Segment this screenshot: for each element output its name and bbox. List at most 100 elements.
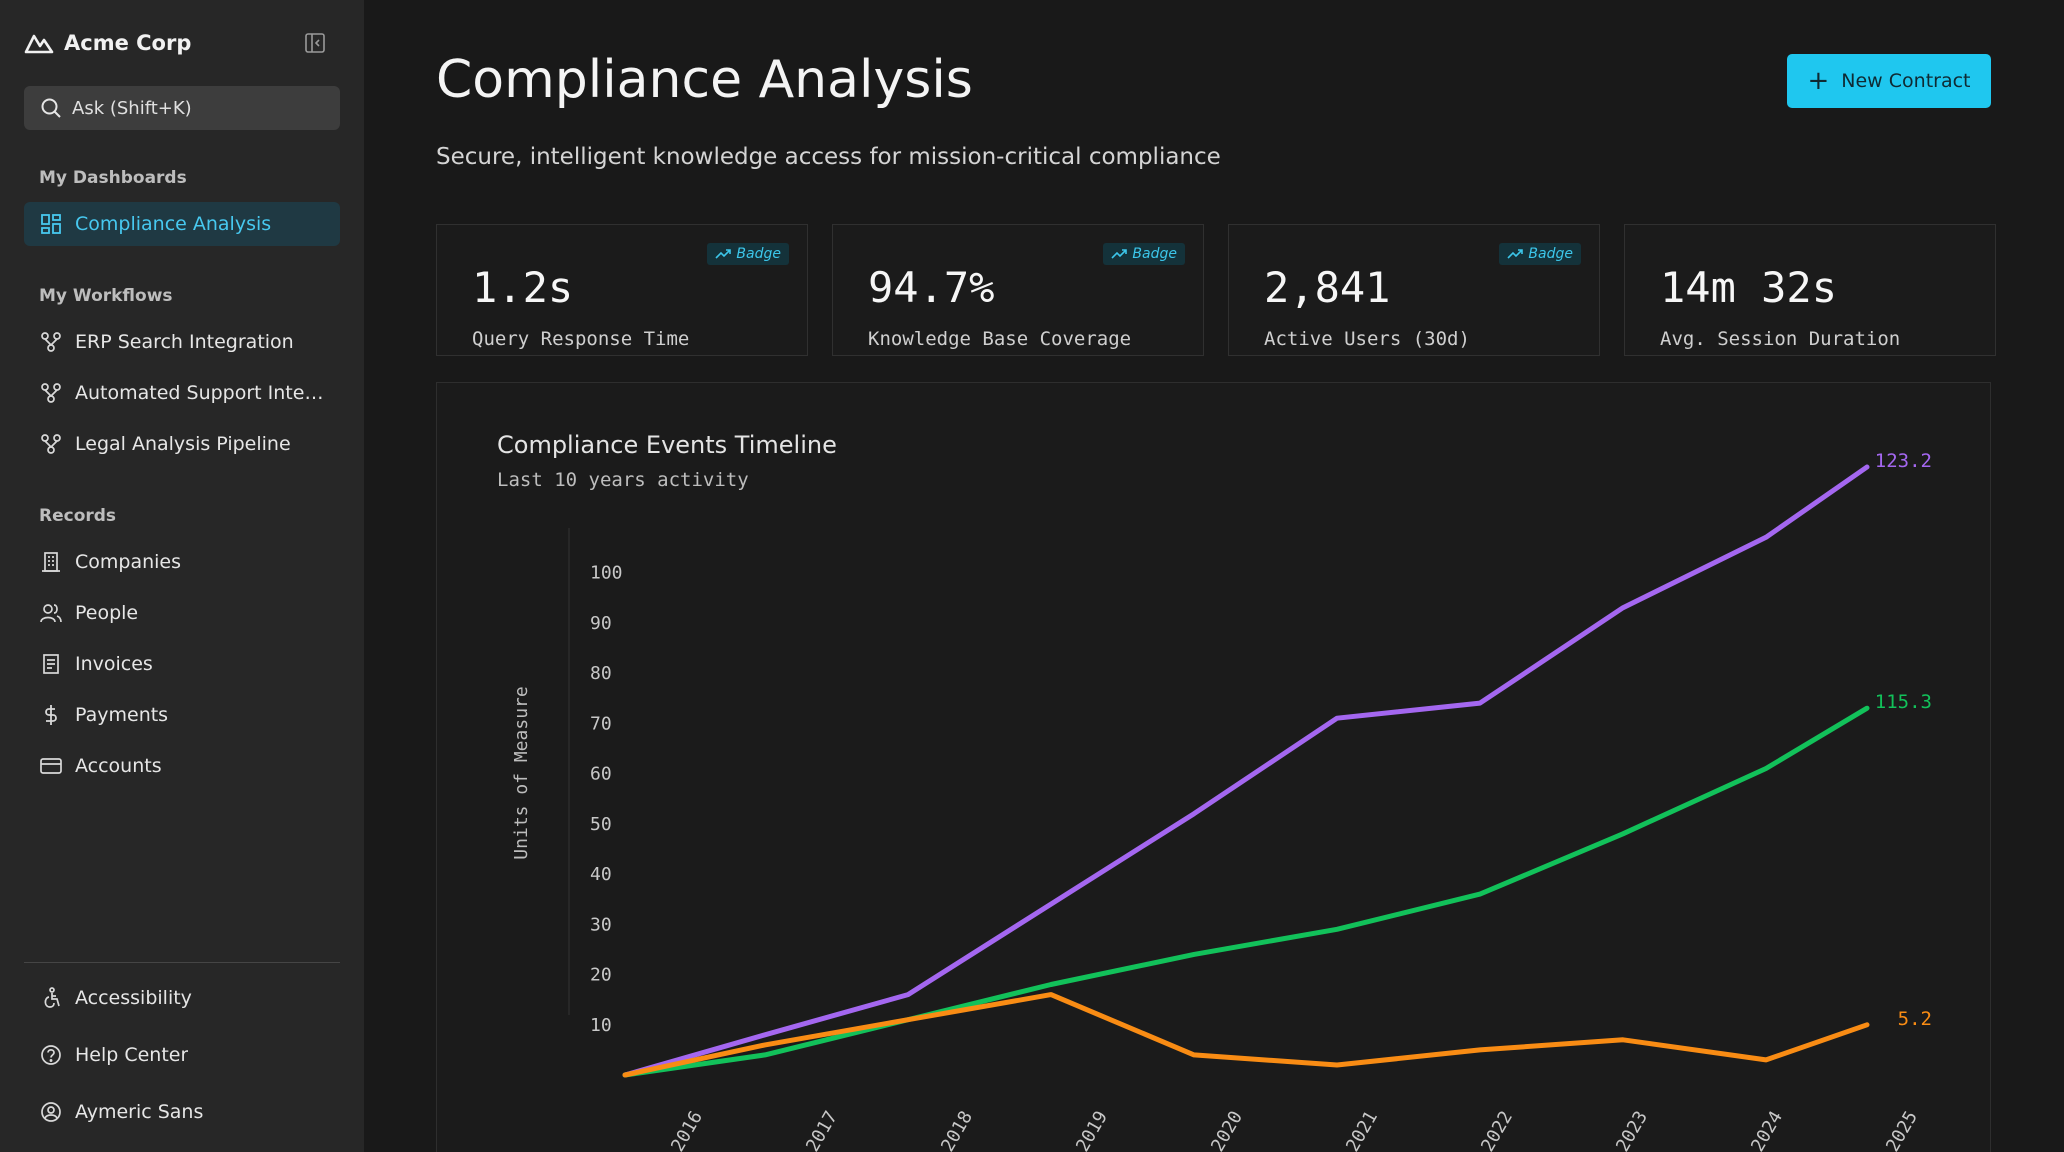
stat-value: 14m 32s [1660, 263, 1838, 312]
y-tick-label: 40 [590, 864, 612, 885]
sidebar-item-label: Accessibility [75, 987, 192, 1009]
x-tick-label: 2019 [1072, 1107, 1112, 1152]
workflow-icon [39, 381, 63, 405]
y-tick-label: 50 [590, 814, 612, 835]
series-end-label: 115.3 [1875, 691, 1932, 713]
series-line-3 [622, 992, 1870, 1078]
sidebar-item-people[interactable]: People [24, 591, 340, 635]
sidebar-item-legal-analysis[interactable]: Legal Analysis Pipeline [24, 422, 340, 466]
stat-card-query-response: Badge 1.2s Query Response Time [436, 224, 808, 356]
search-icon [41, 98, 61, 118]
stat-value: 2,841 [1264, 263, 1391, 312]
series-end-label: 123.2 [1875, 450, 1932, 472]
sidebar-item-label: Accounts [75, 755, 162, 777]
sidebar-item-label: Automated Support Integra... [75, 382, 325, 404]
stat-label: Knowledge Base Coverage [868, 328, 1132, 350]
sidebar-item-label: Compliance Analysis [75, 213, 272, 235]
page-subtitle: Secure, intelligent knowledge access for… [436, 144, 1221, 170]
sidebar-item-companies[interactable]: Companies [24, 540, 340, 584]
search-placeholder: Ask (Shift+K) [72, 97, 192, 119]
sidebar-item-payments[interactable]: Payments [24, 693, 340, 737]
dollar-icon [39, 703, 63, 727]
series-line-2 [622, 705, 1870, 1078]
logo-icon [24, 34, 54, 54]
y-tick-label: 100 [590, 563, 623, 584]
page-title: Compliance Analysis [436, 50, 973, 110]
trending-up-icon [715, 249, 732, 259]
sidebar-item-user-profile[interactable]: Aymeric Sans [24, 1087, 340, 1137]
workflow-icon [39, 432, 63, 456]
stat-card-kb-coverage: Badge 94.7% Knowledge Base Coverage [832, 224, 1204, 356]
y-axis-label: Units of Measure [511, 686, 532, 859]
trend-badge: Badge [1499, 243, 1581, 265]
sidebar-item-compliance-analysis[interactable]: Compliance Analysis [24, 202, 340, 246]
y-tick-label: 10 [590, 1015, 612, 1036]
x-tick-label: 2017 [802, 1107, 842, 1152]
stat-card-active-users: Badge 2,841 Active Users (30d) [1228, 224, 1600, 356]
sidebar-item-erp-search[interactable]: ERP Search Integration [24, 320, 340, 364]
brand-name: Acme Corp [64, 31, 192, 55]
x-tick-label: 2016 [667, 1107, 707, 1152]
sidebar-item-label: People [75, 602, 139, 624]
x-tick-label: 2022 [1477, 1107, 1517, 1152]
card-icon [39, 754, 63, 778]
sidebar-item-label: Legal Analysis Pipeline [75, 433, 291, 455]
x-tick-label: 2025 [1882, 1107, 1922, 1152]
stats-row: Badge 1.2s Query Response Time Badge 94.… [436, 224, 1996, 356]
user-icon [39, 1100, 63, 1124]
sidebar-item-label: Aymeric Sans [75, 1101, 204, 1123]
y-tick-label: 80 [590, 663, 612, 684]
badge-label: Badge [1132, 246, 1177, 262]
stat-label: Query Response Time [472, 328, 690, 350]
building-icon [39, 550, 63, 574]
chart-card: Compliance Events Timeline Last 10 years… [436, 382, 1991, 1152]
trending-up-icon [1507, 249, 1524, 259]
help-icon [39, 1043, 63, 1067]
sidebar-item-help-center[interactable]: Help Center [24, 1030, 340, 1080]
badge-label: Badge [1528, 246, 1573, 262]
stat-label: Active Users (30d) [1264, 328, 1470, 350]
chart-title: Compliance Events Timeline [497, 431, 837, 459]
sidebar-item-invoices[interactable]: Invoices [24, 642, 340, 686]
new-contract-label: New Contract [1841, 70, 1971, 92]
stat-label: Avg. Session Duration [1660, 328, 1901, 350]
line-chart: 10 20 30 40 50 60 70 80 90 100 Units of Measure 201… [511, 450, 1932, 1152]
dashboard-icon [39, 212, 63, 236]
sidebar-item-label: ERP Search Integration [75, 331, 294, 353]
sidebar-item-label: Help Center [75, 1044, 189, 1066]
stat-value: 1.2s [472, 263, 574, 312]
search-input[interactable]: Ask (Shift+K) [24, 86, 340, 130]
x-tick-label: 2018 [937, 1107, 977, 1152]
y-tick-label: 60 [590, 764, 612, 785]
sidebar-item-accounts[interactable]: Accounts [24, 744, 340, 788]
accessibility-icon [39, 986, 63, 1010]
invoice-icon [39, 652, 63, 676]
sidebar-item-label: Invoices [75, 653, 153, 675]
brand[interactable]: Acme Corp [24, 0, 340, 86]
sidebar-item-automated-support[interactable]: Automated Support Integra... [24, 371, 340, 415]
stat-value: 94.7% [868, 263, 995, 312]
new-contract-button[interactable]: + New Contract [1787, 54, 1991, 108]
trending-up-icon [1111, 249, 1128, 259]
main-content: Compliance Analysis + New Contract Secur… [364, 0, 2064, 1152]
section-label-records: Records [39, 506, 117, 526]
y-tick-label: 70 [590, 713, 612, 734]
section-label-dashboards: My Dashboards [39, 168, 187, 188]
chart-subtitle: Last 10 years activity [497, 469, 749, 491]
y-tick-label: 30 [590, 914, 612, 935]
sidebar-item-label: Companies [75, 551, 182, 573]
people-icon [39, 601, 63, 625]
trend-badge: Badge [707, 243, 789, 265]
x-tick-label: 2023 [1612, 1107, 1652, 1152]
sidebar-item-accessibility[interactable]: Accessibility [24, 973, 340, 1023]
sidebar: Acme Corp Ask (Shift+K) My Dashboards Co… [0, 0, 364, 1152]
trend-badge: Badge [1103, 243, 1185, 265]
sidebar-item-label: Payments [75, 704, 169, 726]
plus-icon: + [1807, 66, 1830, 96]
series-line-1 [622, 464, 1870, 1078]
workflow-icon [39, 330, 63, 354]
x-tick-label: 2021 [1342, 1107, 1382, 1152]
x-tick-label: 2020 [1207, 1107, 1247, 1152]
section-label-workflows: My Workflows [39, 286, 173, 306]
sidebar-collapse-icon[interactable] [304, 32, 326, 54]
